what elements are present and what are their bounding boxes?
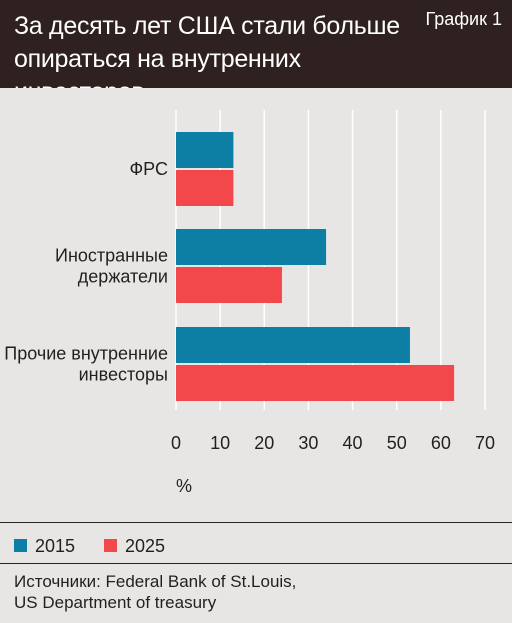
source-note: Источники: Federal Bank of St.Louis, US … xyxy=(0,563,512,623)
legend-label-2025: 2025 xyxy=(125,536,166,556)
bar-2-2025 xyxy=(176,365,455,401)
bar-2-2015 xyxy=(176,327,410,363)
x-tick-label-0: 0 xyxy=(171,433,181,453)
title-line-1: За десять лет США стали больше xyxy=(14,12,400,40)
category-label-1-0: Иностранные xyxy=(55,246,168,266)
legend-item-2015: 2015 xyxy=(14,535,75,557)
x-tick-label-40: 40 xyxy=(343,433,363,453)
x-tick-label-20: 20 xyxy=(254,433,274,453)
legend-swatch-2025 xyxy=(104,539,117,552)
bar-1-2025 xyxy=(176,267,282,303)
source-line-1: Источники: Federal Bank of St.Louis, xyxy=(14,572,297,591)
legend-item-2025: 2025 xyxy=(104,535,165,557)
chart-header: За десять лет США стали больше опираться… xyxy=(0,0,512,106)
category-label-0-0: ФРС xyxy=(130,159,169,179)
bar-0-2025 xyxy=(176,170,234,206)
bar-1-2015 xyxy=(176,229,327,265)
legend-swatch-2015 xyxy=(14,539,27,552)
plot-area: 0 10 20 30 40 50 60 70% ФРС Иностранные держатели П… xyxy=(0,88,512,520)
x-tick-label-60: 60 xyxy=(431,433,451,453)
legend: 2015 2025 xyxy=(0,522,512,565)
x-tick-label-10: 10 xyxy=(210,433,230,453)
x-axis-unit: % xyxy=(176,476,192,496)
category-label-1-1: держатели xyxy=(78,267,168,287)
x-tick-label-50: 50 xyxy=(387,433,407,453)
x-tick-label-30: 30 xyxy=(298,433,318,453)
category-label-2-1: инвесторы xyxy=(79,365,168,385)
x-tick-label-70: 70 xyxy=(475,433,495,453)
legend-label-2015: 2015 xyxy=(35,536,76,556)
chart-title: За десять лет США стали больше опираться… xyxy=(14,10,414,109)
figure-number: График 1 xyxy=(425,9,502,29)
category-label-2-0: Прочие внутренние xyxy=(4,344,168,364)
bar-0-2015 xyxy=(176,132,234,168)
source-line-2: US Department of treasury xyxy=(14,593,217,612)
